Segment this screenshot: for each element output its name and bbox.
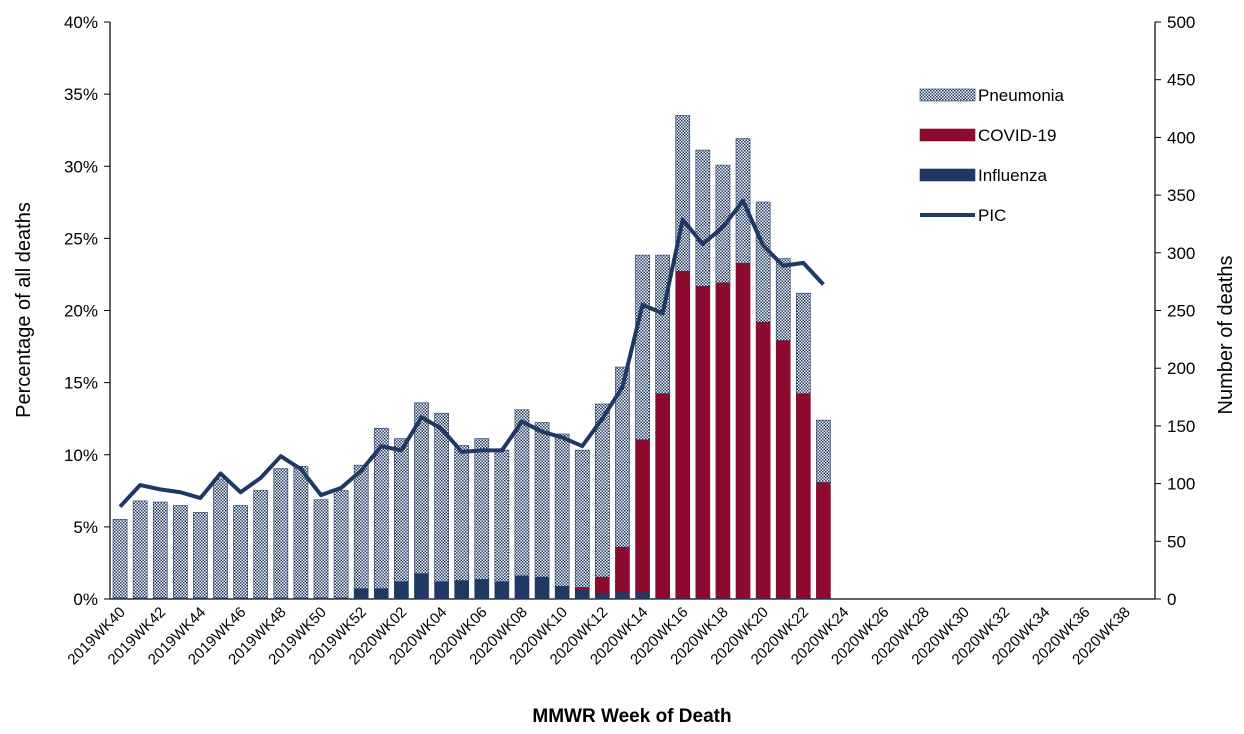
bar-segment [595,403,610,578]
bar-segment [373,427,389,589]
bar-segment [695,149,711,287]
bar-segment [394,438,409,582]
legend-label: PIC [978,206,1006,225]
legend-label: Influenza [978,166,1048,185]
bar-segment [233,505,248,599]
bar-segment [474,579,490,600]
bar-segment [755,321,771,599]
bar-segment [434,581,449,600]
bar-segment [534,576,550,600]
y2-tick-label: 0 [1167,590,1176,609]
bar-segment [595,576,610,594]
bar-segment [655,254,670,394]
bar-segment [574,589,590,600]
bar-segment [554,433,570,587]
bar-segment [655,393,670,599]
y2-tick-label: 450 [1167,71,1195,90]
bar-segment [795,393,811,599]
y2-tick-label: 500 [1167,13,1195,32]
bar-segment [554,586,570,600]
bar-segment [695,285,711,599]
bar-segment [715,282,731,599]
y2-tick-label: 50 [1167,532,1186,551]
bar-segment [574,449,590,588]
y-tick-label: 35% [64,85,98,104]
y2-tick-label: 300 [1167,244,1195,263]
bar-segment [394,581,409,600]
bar-segment [816,419,831,483]
bar-segment [735,262,751,599]
y2-tick-label: 100 [1167,475,1195,494]
y2-tick-label: 150 [1167,417,1195,436]
bar-segment [494,581,510,600]
x-axis-title: MMWR Week of Death [532,706,731,727]
bar-segment [414,573,429,600]
legend-swatch [919,128,976,142]
bar-segment [795,292,811,394]
bar-segment [353,588,369,600]
y-tick-label: 40% [64,13,98,32]
bar-segment [615,366,630,548]
bar-segment [775,340,791,599]
bar-segment [635,254,650,441]
y2-axis-title: Number of deaths [1215,256,1237,415]
bar-segment [595,592,610,600]
legend-swatch [919,168,976,182]
bar-segment [213,478,228,599]
bar-segment [775,258,791,341]
bar-segment [193,512,208,599]
bar-segment [514,575,530,600]
bar-segment [474,438,490,580]
y2-tick-label: 350 [1167,186,1195,205]
bar-segment [615,546,630,593]
bar-segment [494,449,510,582]
bar-segment [313,499,329,599]
y2-tick-label: 250 [1167,302,1195,321]
y-tick-label: 5% [73,518,98,537]
bar-segment [253,490,269,599]
bar-segment [514,409,530,577]
y-tick-label: 15% [64,374,98,393]
bar-segment [333,490,349,599]
legend-label: COVID-19 [978,126,1056,145]
bar-segment [454,580,470,600]
bar-segment [152,501,168,599]
bar-segment [574,587,590,591]
y-axis-title: Percentage of all deaths [13,202,35,418]
bar-segment [635,591,650,600]
bar-segment [755,201,771,323]
y-tick-label: 25% [64,229,98,248]
bar-segment [414,402,429,574]
bar-segment [816,482,831,599]
y-tick-label: 20% [64,302,98,321]
bar-segment [635,439,650,593]
bar-segment [112,519,128,599]
bar-segment [434,412,449,582]
bar-segment [675,270,691,599]
y2-tick-label: 200 [1167,359,1195,378]
bar-segment [534,422,550,578]
bar-segment [454,445,470,581]
y-tick-label: 0% [73,590,98,609]
bar-segment [293,465,309,599]
legend-label: Pneumonia [978,86,1065,105]
line [118,198,825,509]
y-tick-label: 30% [64,157,98,176]
y-tick-label: 10% [64,446,98,465]
bar-segment [132,500,148,599]
bar-segment [353,464,369,589]
legend-swatch [919,88,976,102]
bar-segment [373,588,389,600]
bar-segment [615,591,630,600]
bar-segment [173,505,188,599]
bar-segment [273,468,289,599]
y2-tick-label: 400 [1167,128,1195,147]
